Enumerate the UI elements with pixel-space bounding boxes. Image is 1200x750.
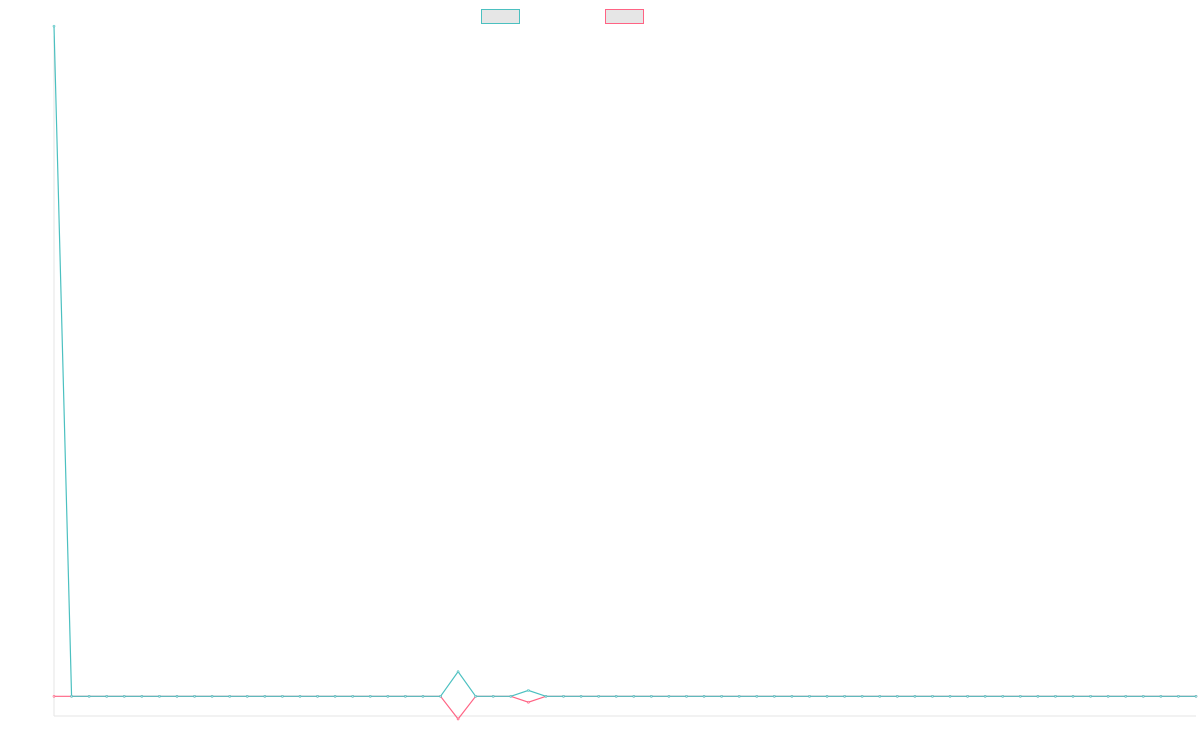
series-1-point[interactable] (52, 24, 56, 28)
series-1-point[interactable] (333, 694, 337, 698)
series-1-point[interactable] (368, 694, 372, 698)
series-1-point[interactable] (720, 694, 723, 698)
series-1-point[interactable] (122, 694, 126, 698)
series-1-point[interactable] (1019, 694, 1022, 698)
series-1-point[interactable] (966, 694, 969, 698)
series-2-point[interactable] (52, 694, 56, 698)
series-1-point[interactable] (316, 694, 319, 698)
series-1-point[interactable] (702, 694, 706, 698)
series-1-point[interactable] (773, 694, 776, 698)
series-1-point[interactable] (1071, 694, 1075, 698)
series-1-point[interactable] (1054, 694, 1057, 698)
series-1-point[interactable] (509, 694, 513, 698)
series-1-point[interactable] (737, 694, 741, 698)
series-2-point[interactable] (527, 700, 530, 704)
series-1-point[interactable] (825, 694, 829, 698)
series-1-point[interactable] (1159, 694, 1163, 698)
series-2-point[interactable] (456, 717, 460, 721)
series-1-point[interactable] (439, 694, 442, 698)
series-1-point[interactable] (158, 694, 161, 698)
series-1-point[interactable] (913, 694, 917, 698)
series-1-point[interactable] (597, 694, 600, 698)
series-1-point[interactable] (70, 694, 73, 698)
series-1-point[interactable] (421, 694, 425, 698)
series-1-point[interactable] (210, 694, 214, 698)
series-1-point[interactable] (175, 694, 179, 698)
series-1-point[interactable] (1141, 694, 1145, 698)
series-1-point[interactable] (228, 694, 231, 698)
series-1-line (53, 26, 1196, 697)
series-1-point[interactable] (1036, 694, 1040, 698)
series-1-point[interactable] (579, 694, 583, 698)
series-1-point[interactable] (245, 694, 249, 698)
series-1-point[interactable] (808, 694, 811, 698)
series-1-point[interactable] (1124, 694, 1128, 698)
legend-swatch-series-2[interactable] (605, 9, 644, 24)
series-1-point[interactable] (685, 694, 688, 698)
series-1 (52, 24, 1198, 698)
series-1-point[interactable] (843, 694, 846, 698)
series-1-point[interactable] (193, 694, 196, 698)
series-1-point[interactable] (544, 694, 548, 698)
series-1-point[interactable] (931, 694, 934, 698)
series-1-point[interactable] (1089, 694, 1092, 698)
series-1-point[interactable] (614, 694, 618, 698)
series-1-point[interactable] (404, 694, 407, 698)
legend (0, 9, 1200, 27)
series-1-point[interactable] (562, 694, 565, 698)
series-1-point[interactable] (298, 694, 302, 698)
series-1-point[interactable] (755, 694, 759, 698)
series-1-point[interactable] (351, 694, 354, 698)
series-1-point[interactable] (281, 694, 284, 698)
series-1-point[interactable] (140, 694, 144, 698)
series-1-point[interactable] (650, 694, 653, 698)
series-1-point[interactable] (527, 689, 530, 692)
legend-swatch-series-1[interactable] (481, 9, 520, 24)
series-1-point[interactable] (632, 694, 636, 698)
series-1-point[interactable] (1177, 694, 1180, 698)
series-1-point[interactable] (878, 694, 882, 698)
series-1-point[interactable] (456, 670, 460, 673)
series-1-point[interactable] (386, 694, 390, 698)
series-1-point[interactable] (896, 694, 899, 698)
series-1-point[interactable] (1106, 694, 1110, 698)
series-1-point[interactable] (491, 694, 495, 698)
series-layer (52, 24, 1198, 721)
series-1-point[interactable] (1001, 694, 1005, 698)
series-1-point[interactable] (474, 694, 477, 698)
series-1-point[interactable] (263, 694, 267, 698)
series-1-point[interactable] (790, 694, 794, 698)
series-1-point[interactable] (87, 694, 91, 698)
series-1-point[interactable] (1194, 694, 1198, 698)
series-1-point[interactable] (105, 694, 109, 698)
series-1-point[interactable] (860, 694, 864, 698)
series-1-point[interactable] (983, 694, 987, 698)
series-1-point[interactable] (948, 694, 952, 698)
series-1-point[interactable] (667, 694, 671, 698)
